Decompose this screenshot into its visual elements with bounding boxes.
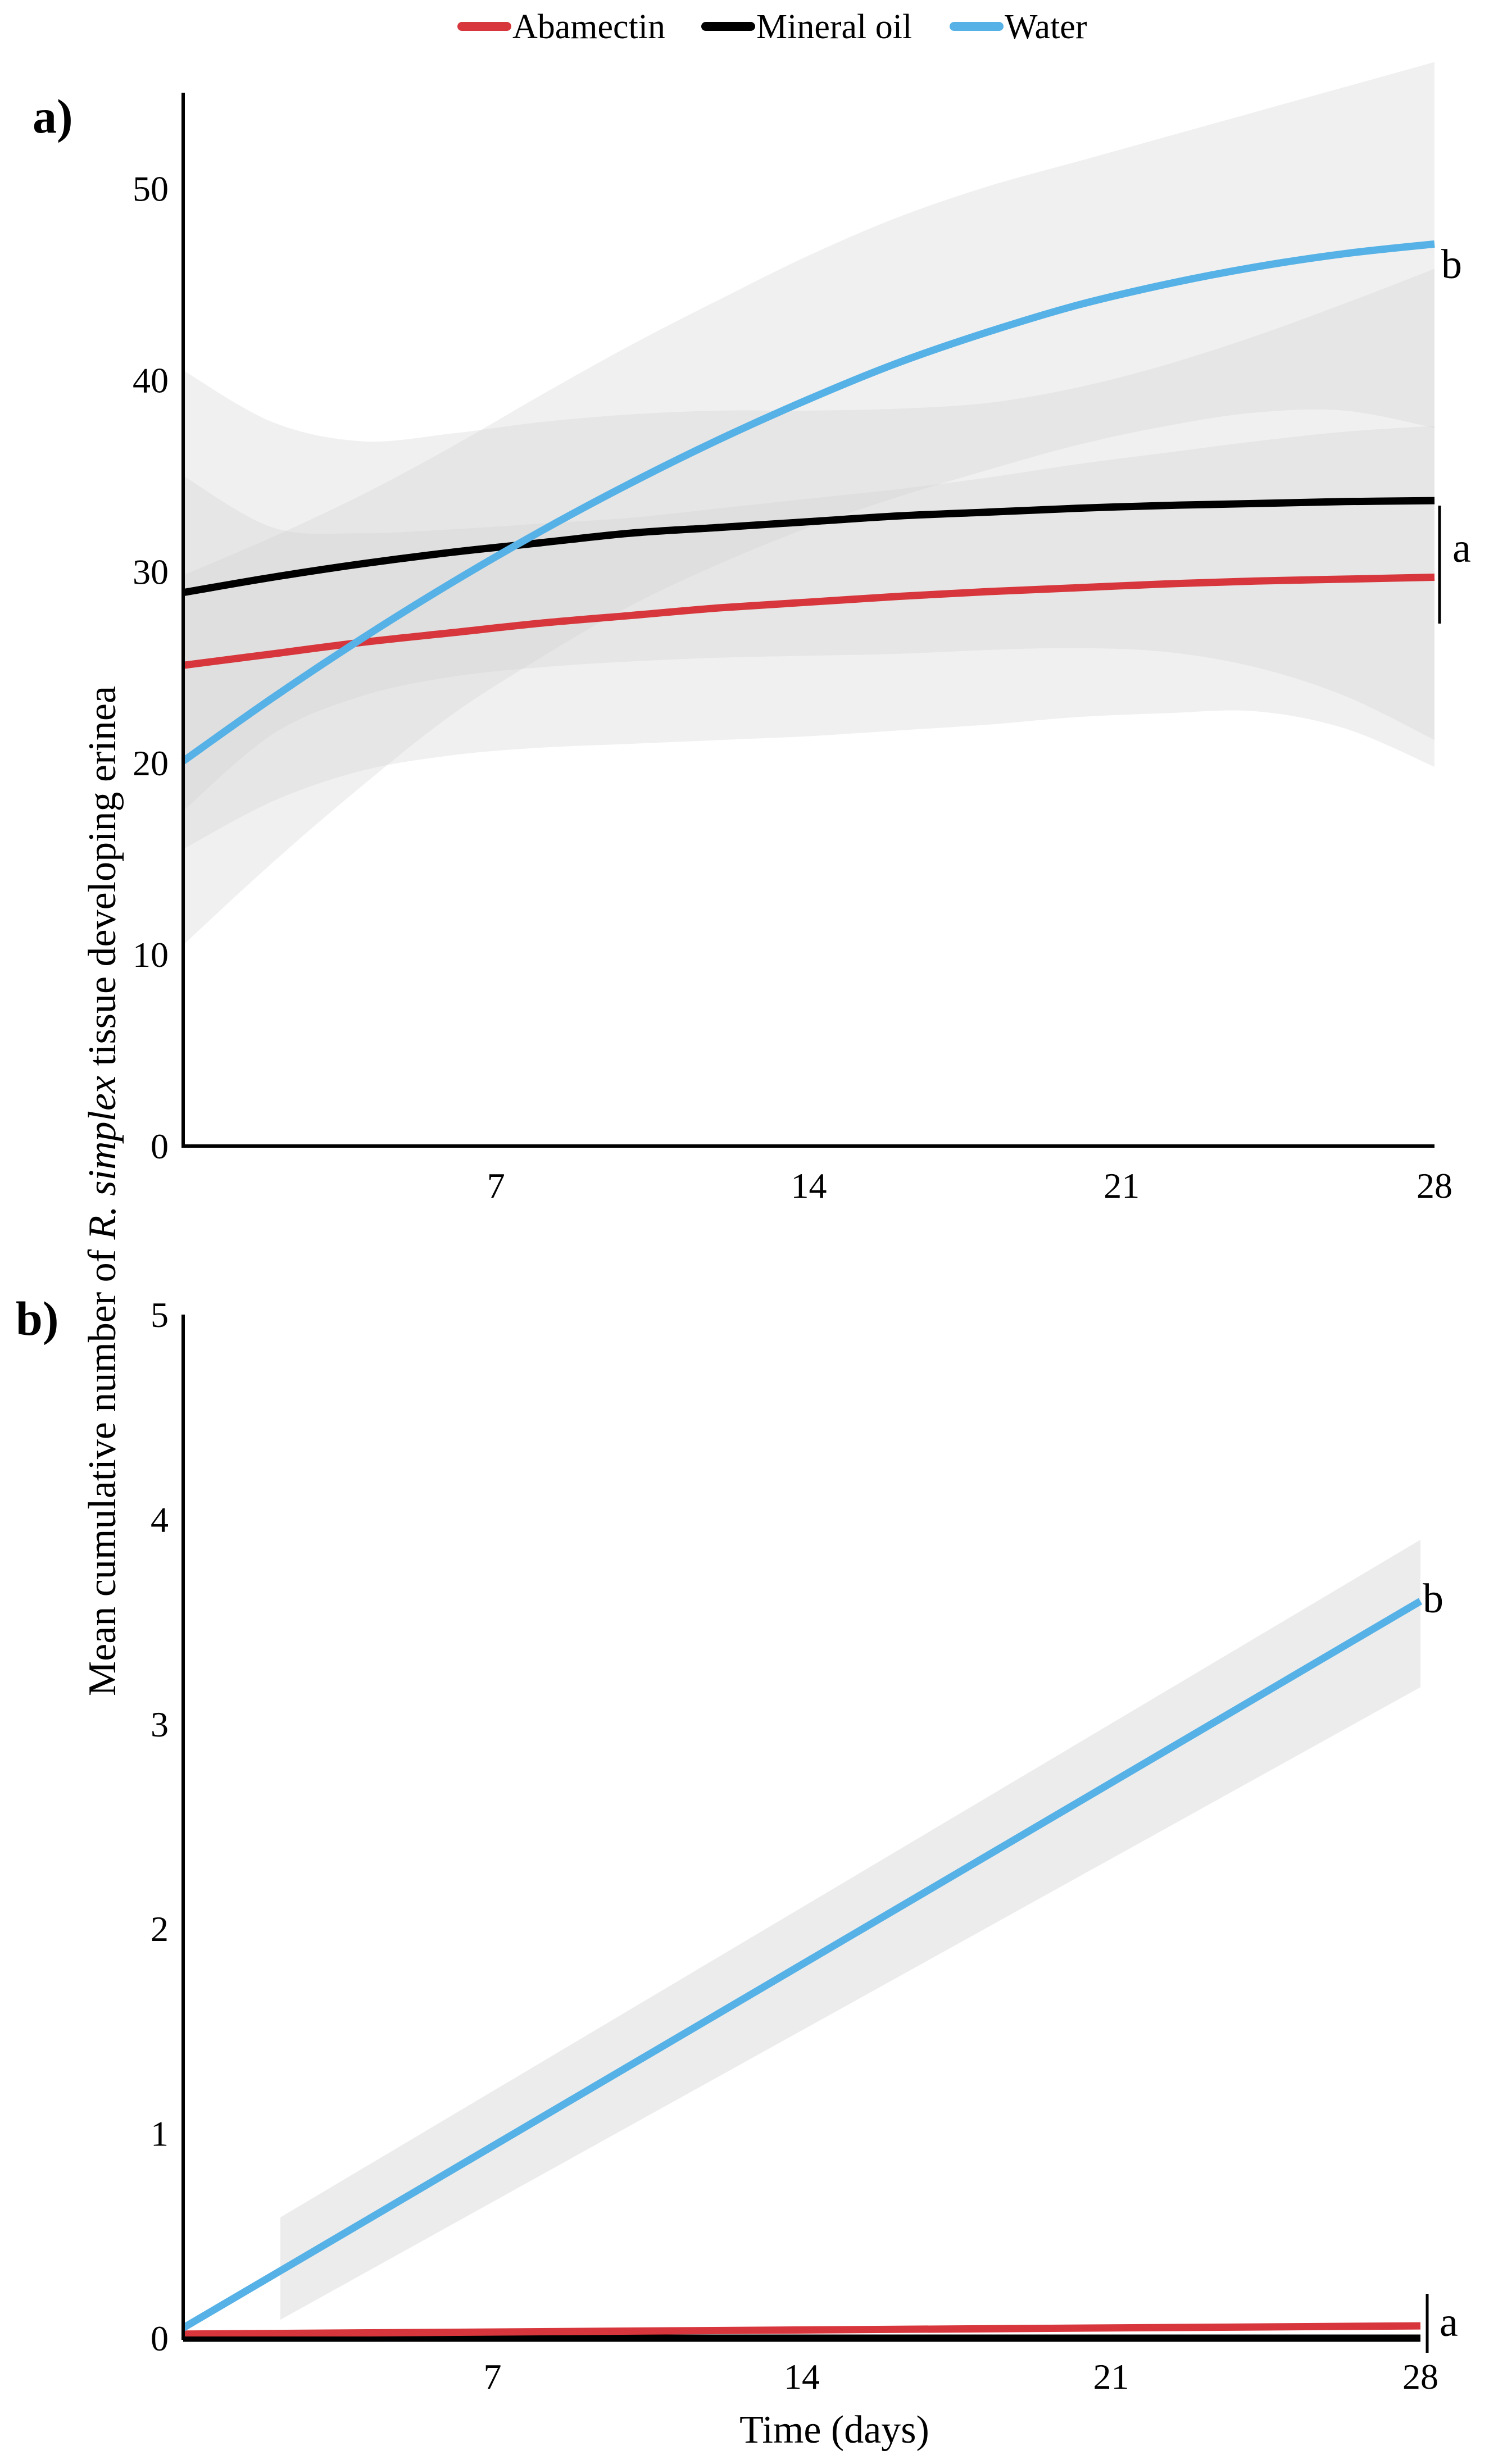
y-tick-label-panel-a: 50	[133, 169, 169, 208]
panel-b-plot: 0 1 2 3 4 5 7 14 21 28 b a	[151, 1295, 1458, 2397]
ci-band-abamectin-panel-a	[183, 426, 1434, 849]
legend: Abamectin Mineral oil Water	[457, 8, 1087, 46]
ci-band-water-panel-a	[183, 62, 1434, 945]
series-line-mineral-oil-panel-a	[182, 497, 1435, 597]
y-tick-label-panel-b: 3	[151, 1704, 169, 1744]
y-tick-label-panel-b: 5	[151, 1295, 169, 1335]
panel-label-b: b)	[16, 1292, 58, 1345]
y-tick-label-panel-a: 40	[133, 360, 169, 400]
legend-label-mineral-oil: Mineral oil	[756, 8, 912, 46]
y-axis-title-species: R. simplex	[81, 1076, 124, 1240]
x-tick-label-panel-a: 14	[791, 1166, 827, 1206]
x-tick-label-panel-b: 28	[1402, 2357, 1438, 2397]
series-line-water-panel-a	[181, 240, 1435, 765]
y-axis-title: Mean cumulative number of R. simplex tis…	[81, 686, 124, 1696]
ci-band-water-panel-b	[280, 1539, 1420, 2320]
y-axis-title-prefix: Mean cumulative number of	[81, 1240, 124, 1697]
y-axis-title-suffix: tissue developing erinea	[81, 686, 124, 1076]
series-line-abamectin-panel-a	[183, 574, 1435, 669]
legend-label-abamectin: Abamectin	[512, 8, 665, 46]
ci-band-mineral-oil-panel-a	[183, 269, 1434, 811]
y-tick-label-panel-a: 0	[151, 1126, 169, 1166]
series-line-water-panel-b	[181, 1598, 1423, 2331]
significance-letter-a-panel-b: a	[1440, 2299, 1458, 2345]
y-tick-label-panel-a: 10	[133, 935, 169, 975]
panel-a-plot: 0 10 20 30 40 50 7 14 21 28 b a	[133, 62, 1471, 1206]
x-tick-label-panel-a: 7	[487, 1166, 505, 1206]
x-tick-label-panel-b: 14	[784, 2357, 820, 2397]
significance-letter-a-panel-a: a	[1452, 525, 1471, 571]
y-tick-label-panel-b: 4	[151, 1499, 169, 1539]
significance-letter-b-panel-a: b	[1441, 242, 1462, 288]
series-line-abamectin-panel-b	[183, 2322, 1421, 2338]
x-tick-label-panel-a: 21	[1104, 1166, 1140, 1206]
significance-letter-b-panel-b: b	[1423, 1576, 1443, 1622]
x-tick-label-panel-b: 21	[1093, 2357, 1129, 2397]
y-tick-label-panel-a: 30	[133, 552, 169, 592]
y-tick-label-panel-b: 1	[151, 2114, 169, 2154]
y-tick-label-panel-b: 0	[151, 2318, 169, 2358]
x-axis-title: Time (days)	[739, 2408, 929, 2452]
x-tick-label-panel-a: 28	[1417, 1166, 1452, 1206]
y-tick-label-panel-a: 20	[133, 743, 169, 783]
y-tick-label-panel-b: 2	[151, 1909, 169, 1949]
legend-label-water: Water	[1005, 8, 1087, 46]
x-tick-label-panel-b: 7	[484, 2357, 502, 2397]
panel-label-a: a)	[33, 89, 73, 143]
